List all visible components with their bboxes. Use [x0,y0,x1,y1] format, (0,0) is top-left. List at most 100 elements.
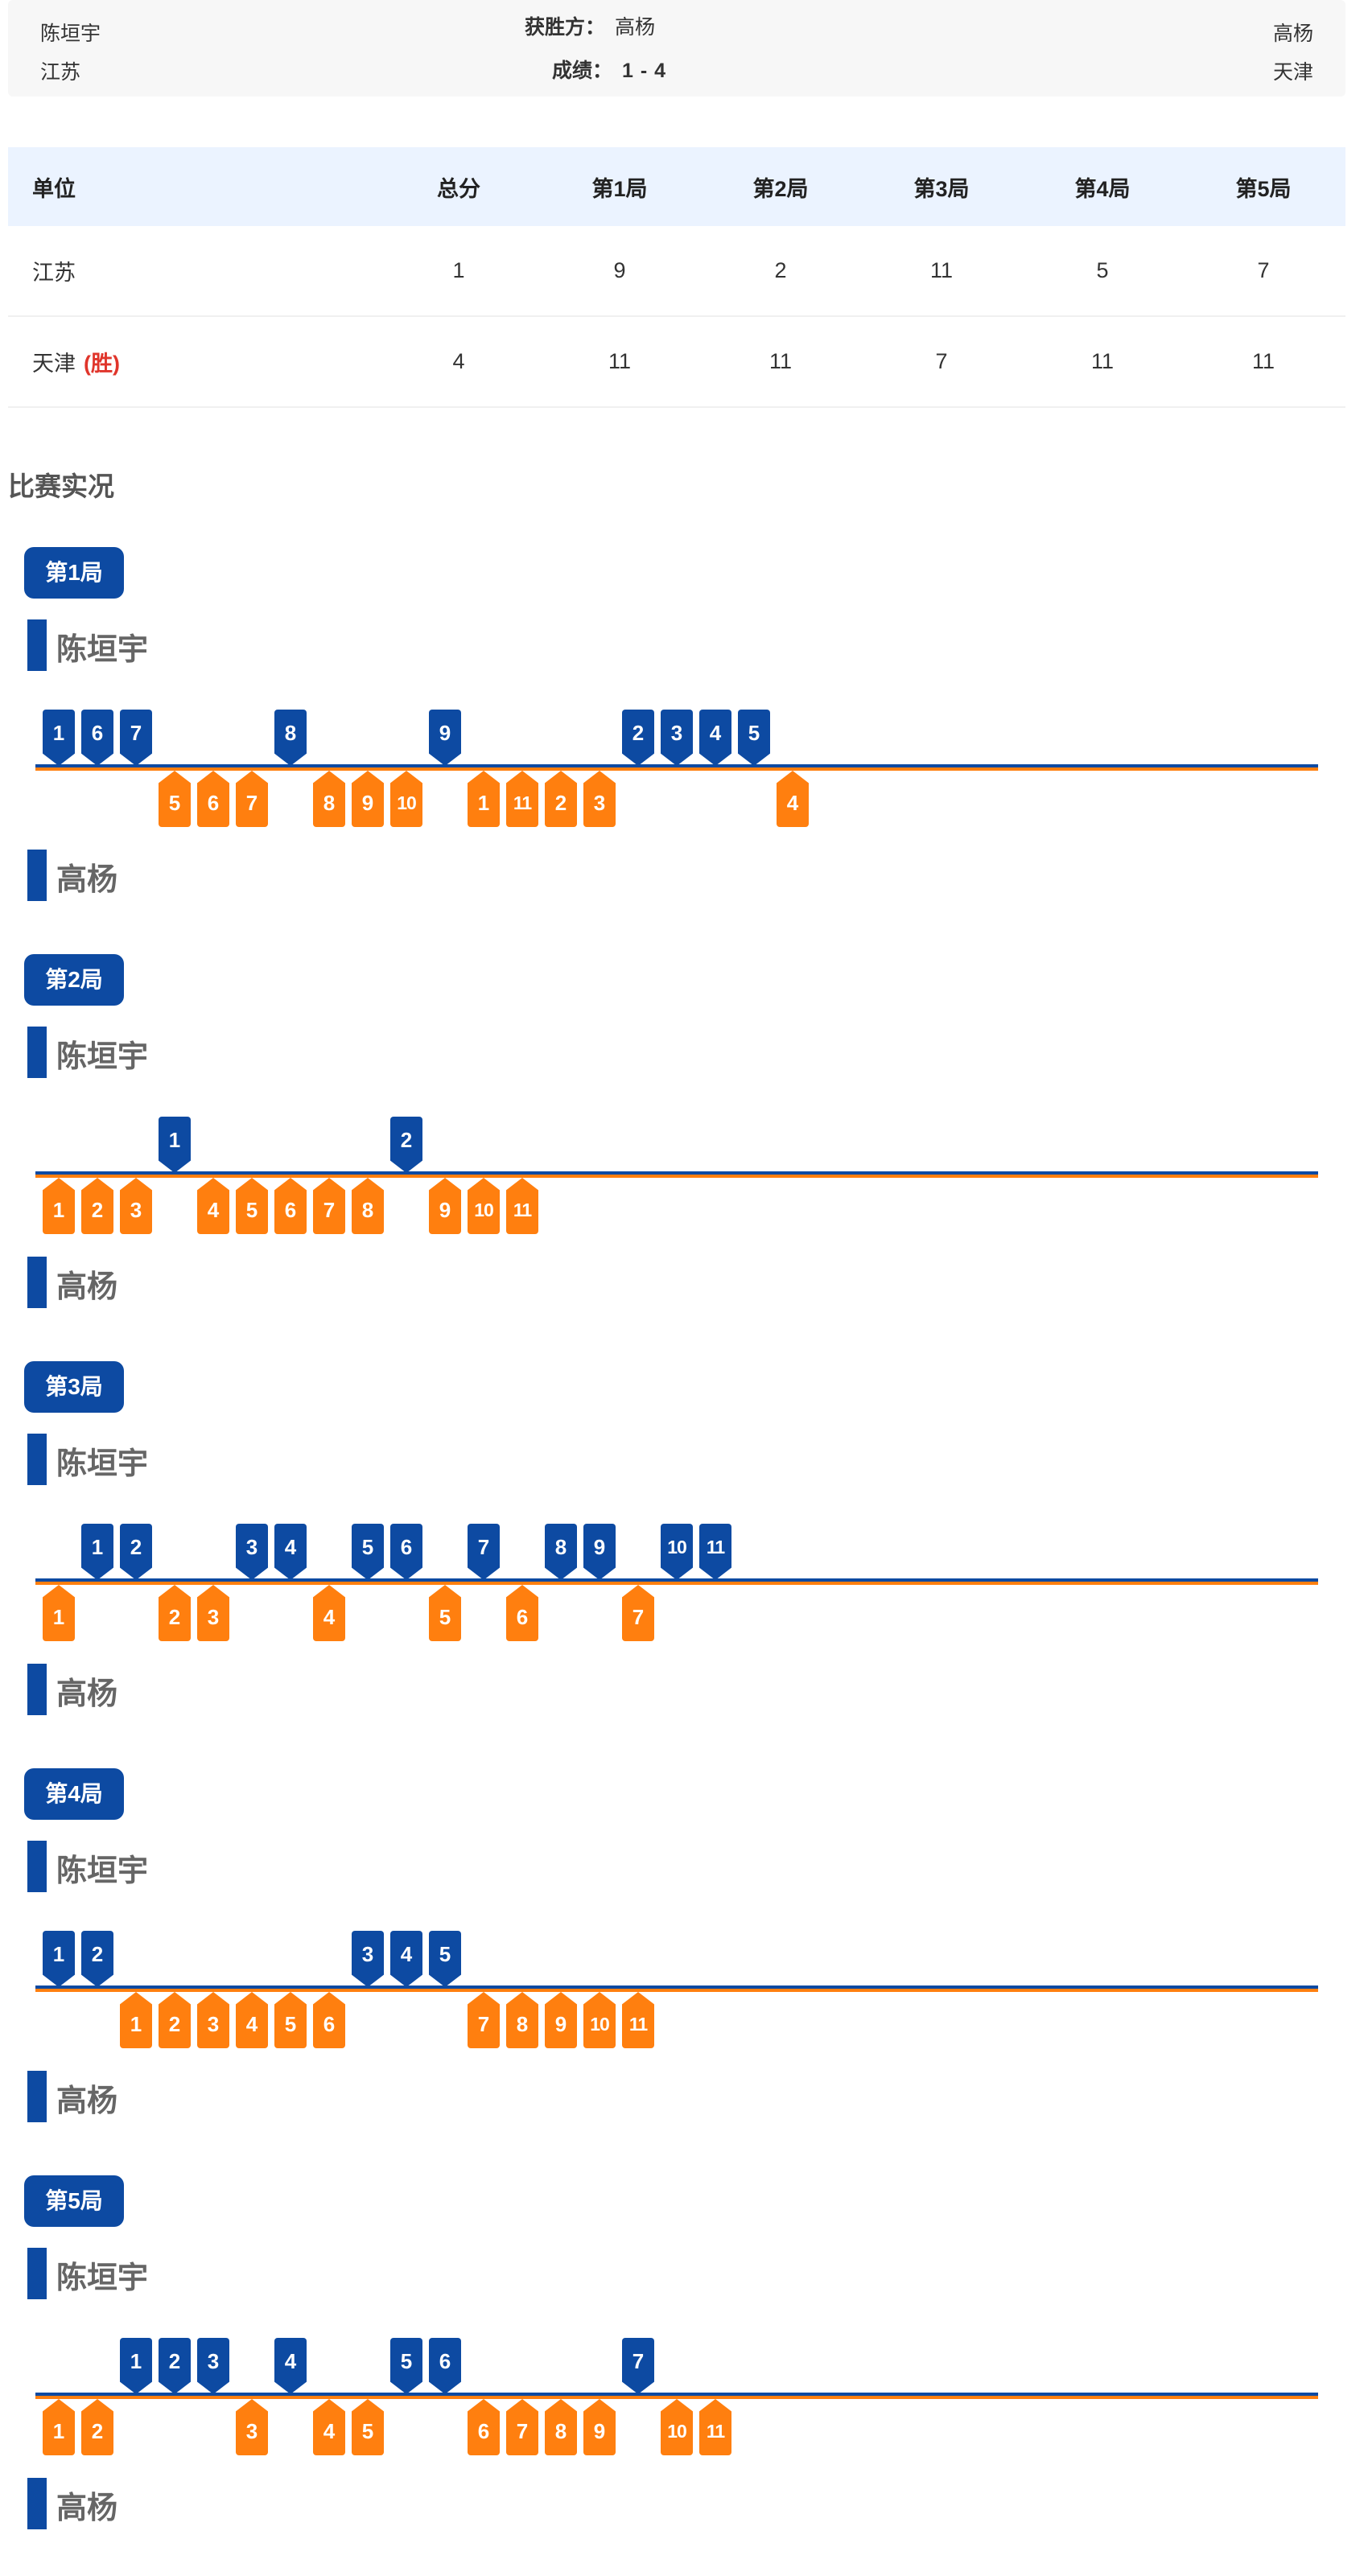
bottom-point-marker: 9 [583,2399,616,2455]
top-point-marker: 1 [43,1931,75,1987]
bottom-point-marker: 2 [81,2399,113,2455]
top-point-marker: 2 [159,2338,191,2394]
bottom-point-marker: 4 [236,1992,268,2048]
player-name: 高杨 [56,2492,118,2525]
match-header: 陈垣宇 江苏 获胜方： 高杨 成绩： 1 - 4 高杨 天津 [8,0,1345,97]
top-point-marker: 3 [236,1524,268,1580]
col-header-unit: 单位 [32,176,76,201]
player-name: 高杨 [56,863,118,897]
top-point-marker: 6 [429,2338,461,2394]
player-color-bar [27,1027,47,1078]
right-player-unit: 天津 [1272,61,1313,84]
col-header-game-5: 第5局 [1235,176,1292,201]
left-player-unit: 江苏 [40,61,81,84]
left-player-name: 陈垣宇 [40,23,101,45]
bottom-point-marker: 10 [583,1992,616,2048]
bottom-point-marker: 3 [197,1992,229,2048]
top-point-marker: 5 [429,1931,461,1987]
row-game-1: 11 [608,349,632,373]
player-color-bar [27,2478,47,2529]
bottom-point-marker: 5 [236,1178,268,1234]
bottom-point-marker: 6 [197,771,229,827]
game-5: 第5局 陈垣宇 高杨 1 2 1 2 3 3 4 4 5 5 6 6 7 8 9 7 10 11 [0,2175,1368,2576]
track-line-bottom [35,1989,1318,1992]
track-line-top [35,1985,1318,1989]
bottom-point-marker: 3 [197,1585,229,1641]
top-point-marker: 7 [120,710,152,766]
win-tag: (胜) [84,352,120,376]
top-point-marker: 6 [390,1524,422,1580]
bottom-point-marker: 8 [545,2399,577,2455]
top-point-marker: 1 [43,710,75,766]
live-section-title: 比赛实况 [8,471,114,501]
bottom-point-marker: 8 [506,1992,538,2048]
player-color-bar [27,619,47,671]
player-color-bar [27,850,47,901]
top-point-marker: 4 [274,1524,307,1580]
game-3: 第3局 陈垣宇 高杨 1 1 2 2 3 3 4 4 5 6 5 7 6 8 9 7 10 11 [0,1361,1368,1768]
bottom-point-marker: 5 [159,771,191,827]
bottom-point-marker: 7 [468,1992,500,2048]
top-point-marker: 7 [622,2338,654,2394]
bottom-point-marker: 6 [313,1992,345,2048]
bottom-point-marker: 4 [313,2399,345,2455]
top-point-marker: 4 [699,710,731,766]
row-game-4: 5 [1096,258,1109,282]
game-badge: 第5局 [24,2175,124,2227]
top-point-marker: 1 [81,1524,113,1580]
game-1: 第1局 陈垣宇 高杨 1 6 7 5 6 7 8 8 9 10 9 1 11 2 3 2 3 4 5 4 [0,547,1368,954]
point-track [35,1578,1318,1585]
top-point-marker: 9 [583,1524,616,1580]
track-line-top [35,1578,1318,1582]
top-point-marker: 10 [661,1524,693,1580]
player-color-bar [27,1434,47,1485]
col-header-game-1: 第1局 [591,176,648,201]
right-player-name: 高杨 [1272,23,1313,45]
bottom-point-marker: 10 [661,2399,693,2455]
col-header-total: 总分 [437,176,480,201]
bottom-point-marker: 1 [43,1585,75,1641]
table-row: 江苏 1 9 2 11 5 7 [8,226,1345,317]
row-total: 1 [452,258,465,282]
game-badge: 第4局 [24,1768,124,1820]
unit-name: 天津 [32,352,76,376]
winner-row: 获胜方： 高杨 [525,11,655,40]
player-name: 陈垣宇 [56,633,149,667]
bottom-point-marker: 10 [468,1178,500,1234]
bottom-point-marker: 7 [622,1585,654,1641]
top-point-marker: 3 [661,710,693,766]
point-track [35,1985,1318,1992]
player-name: 陈垣宇 [56,1447,149,1481]
col-header-game-3: 第3局 [913,176,970,201]
score-table: 单位 总分 第1局 第2局 第3局 第4局 第5局 江苏 1 9 2 11 5 … [8,147,1345,408]
top-point-marker: 8 [274,710,307,766]
top-point-marker: 7 [468,1524,500,1580]
result-row: 成绩： 1 - 4 [552,55,666,84]
bottom-point-marker: 1 [120,1992,152,2048]
top-point-marker: 1 [120,2338,152,2394]
bottom-point-marker: 9 [545,1992,577,2048]
track-line-top [35,2393,1318,2396]
result-label: 成绩： [552,60,613,82]
top-point-marker: 4 [390,1931,422,1987]
top-point-marker: 3 [197,2338,229,2394]
result-value: 1 - 4 [622,60,667,82]
top-point-marker: 9 [429,710,461,766]
top-point-marker: 5 [390,2338,422,2394]
bottom-point-marker: 11 [506,771,538,827]
game-badge: 第2局 [24,954,124,1006]
top-point-marker: 8 [545,1524,577,1580]
bottom-point-marker: 1 [43,1178,75,1234]
top-point-marker: 11 [699,1524,731,1580]
top-point-marker: 5 [738,710,770,766]
bottom-point-marker: 9 [352,771,384,827]
bottom-point-marker: 2 [545,771,577,827]
row-game-2: 2 [774,258,787,282]
bottom-point-marker: 11 [622,1992,654,2048]
top-point-marker: 2 [120,1524,152,1580]
bottom-point-marker: 5 [274,1992,307,2048]
top-point-marker: 6 [81,710,113,766]
bottom-point-marker: 10 [390,771,422,827]
player-color-bar [27,2248,47,2299]
track-line-bottom [35,767,1318,771]
